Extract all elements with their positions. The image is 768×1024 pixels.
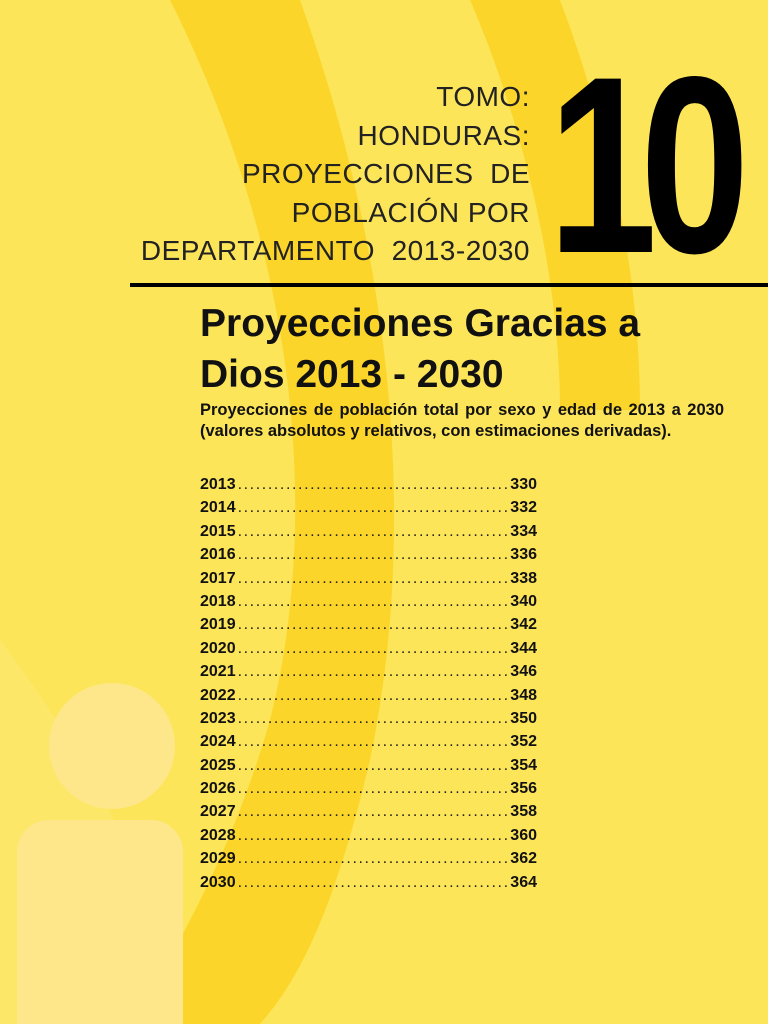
toc-entry-page: 338 (510, 569, 537, 587)
toc-entry[interactable]: 2014....................................… (200, 496, 537, 519)
toc-leader-dots: ........................................… (237, 756, 511, 774)
toc-entry[interactable]: 2026....................................… (200, 777, 537, 800)
toc-entry-page: 360 (510, 826, 537, 844)
toc-entry-page: 342 (510, 616, 537, 634)
toc-entry-year: 2018 (200, 592, 236, 610)
table-of-contents: 2013....................................… (200, 473, 537, 894)
heading-line-2: HONDURAS: (357, 119, 530, 151)
toc-entry[interactable]: 2029....................................… (200, 847, 537, 870)
toc-leader-dots: ........................................… (237, 522, 511, 540)
toc-entry[interactable]: 2016....................................… (200, 543, 537, 566)
page-title-line-2: Dios 2013 - 2030 (200, 353, 504, 396)
toc-entry-year: 2021 (200, 663, 236, 681)
toc-leader-dots: ........................................… (237, 639, 511, 657)
toc-entry-page: 350 (510, 709, 537, 727)
toc-entry-page: 364 (510, 873, 537, 891)
toc-entry[interactable]: 2027....................................… (200, 800, 537, 823)
toc-entry-page: 356 (510, 780, 537, 798)
toc-entry-year: 2025 (200, 756, 236, 774)
toc-leader-dots: ........................................… (237, 686, 511, 704)
toc-entry-year: 2017 (200, 569, 236, 587)
volume-number: 10 (548, 25, 750, 306)
toc-entry[interactable]: 2019....................................… (200, 613, 537, 636)
toc-entry-year: 2015 (200, 522, 236, 540)
curved-band-right (470, 0, 640, 410)
toc-entry-year: 2016 (200, 546, 236, 564)
toc-entry[interactable]: 2017....................................… (200, 567, 537, 590)
toc-entry-page: 352 (510, 733, 537, 751)
toc-entry-year: 2023 (200, 709, 236, 727)
toc-entry-page: 362 (510, 850, 537, 868)
toc-entry-year: 2030 (200, 873, 236, 891)
toc-entry-year: 2020 (200, 639, 236, 657)
toc-leader-dots: ........................................… (237, 803, 511, 821)
toc-entry[interactable]: 2015....................................… (200, 520, 537, 543)
toc-entry-page: 334 (510, 522, 537, 540)
heading-line-4: POBLACIÓN POR (291, 196, 530, 228)
page-subtitle: Proyecciones de población total por sexo… (200, 401, 724, 440)
toc-entry[interactable]: 2018....................................… (200, 590, 537, 613)
volume-heading: TOMO: HONDURAS: PROYECCIONES DE POBLACIÓ… (120, 78, 530, 271)
toc-entry-page: 332 (510, 499, 537, 517)
toc-entry-year: 2027 (200, 803, 236, 821)
heading-line-5: DEPARTAMENTO 2013-2030 (140, 235, 530, 266)
toc-entry[interactable]: 2025....................................… (200, 754, 537, 777)
toc-entry-year: 2026 (200, 780, 236, 798)
toc-entry[interactable]: 2024....................................… (200, 730, 537, 753)
toc-entry-page: 336 (510, 546, 537, 564)
toc-entry-year: 2013 (200, 476, 236, 493)
heading-line-3: PROYECCIONES DE (241, 158, 530, 189)
page-title: Proyecciones Gracias a Dios 2013 - 2030 (200, 298, 740, 400)
toc-entry-page: 340 (510, 592, 537, 610)
toc-entry-year: 2019 (200, 616, 236, 634)
toc-leader-dots: ........................................… (237, 616, 511, 634)
person-icon-body (17, 820, 183, 1024)
toc-entry[interactable]: 2013....................................… (200, 473, 537, 496)
toc-entry[interactable]: 2030....................................… (200, 871, 537, 894)
toc-leader-dots: ........................................… (237, 709, 511, 727)
curved-band-left (130, 0, 395, 1024)
toc-entry-page: 354 (510, 756, 537, 774)
toc-entry-year: 2022 (200, 686, 236, 704)
toc-leader-dots: ........................................… (237, 873, 511, 891)
toc-entry-page: 330 (510, 476, 537, 493)
toc-leader-dots: ........................................… (237, 476, 511, 493)
toc-entry[interactable]: 2022....................................… (200, 684, 537, 707)
toc-entry[interactable]: 2021....................................… (200, 660, 537, 683)
toc-entry-year: 2028 (200, 826, 236, 844)
toc-entry[interactable]: 2028....................................… (200, 824, 537, 847)
toc-entry-page: 344 (510, 639, 537, 657)
toc-leader-dots: ........................................… (237, 780, 511, 798)
toc-entry[interactable]: 2020....................................… (200, 637, 537, 660)
toc-leader-dots: ........................................… (237, 569, 511, 587)
toc-leader-dots: ........................................… (237, 499, 511, 517)
toc-entry-page: 346 (510, 663, 537, 681)
toc-leader-dots: ........................................… (237, 850, 511, 868)
header-divider (130, 283, 768, 287)
toc-leader-dots: ........................................… (237, 826, 511, 844)
toc-entry-page: 358 (510, 803, 537, 821)
toc-entry[interactable]: 2023....................................… (200, 707, 537, 730)
toc-leader-dots: ........................................… (237, 592, 511, 610)
toc-entry-page: 348 (510, 686, 537, 704)
toc-entry-year: 2024 (200, 733, 236, 751)
person-icon-head (49, 683, 175, 809)
toc-entry-year: 2029 (200, 850, 236, 868)
heading-line-1: TOMO: (436, 81, 530, 112)
toc-leader-dots: ........................................… (237, 733, 511, 751)
toc-entry-year: 2014 (200, 499, 236, 517)
page-title-line-1: Proyecciones Gracias a (200, 302, 641, 345)
toc-leader-dots: ........................................… (237, 663, 511, 681)
toc-leader-dots: ........................................… (237, 546, 511, 564)
